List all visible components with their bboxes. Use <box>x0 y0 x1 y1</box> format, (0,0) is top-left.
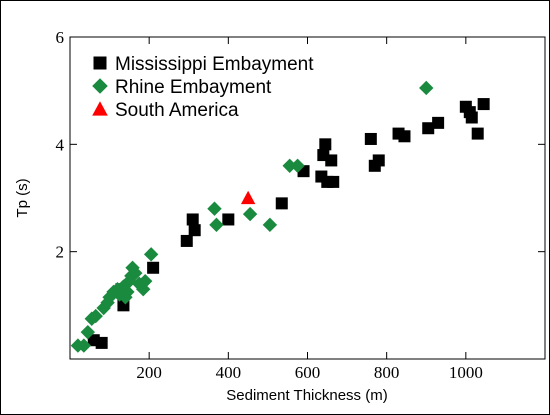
mississippi-embayment-point <box>432 116 445 129</box>
legend-label: South America <box>115 100 239 121</box>
rhine-embayment-point <box>120 284 135 300</box>
y-axis-title: Tp (s) <box>14 178 31 217</box>
x-tick-label: 800 <box>374 363 400 382</box>
mississippi-embayment-point <box>364 132 377 145</box>
rhine-embayment-point <box>207 201 222 216</box>
mississippi-embayment-point <box>186 213 199 226</box>
axis-tick-labels: 200 400 600 800 1000 2 4 6 <box>56 28 483 382</box>
mississippi-embayment-point <box>471 127 484 140</box>
south-america-point <box>240 190 256 205</box>
rhine-embayment-point <box>138 273 153 289</box>
mississippi-embayment-point <box>95 336 108 349</box>
rhine-embayment-point <box>76 338 92 353</box>
mississippi-embayment-point <box>465 111 478 124</box>
mississippi-embayment-point <box>222 213 235 226</box>
rhine-embayment-point <box>242 206 258 222</box>
x-tick-label: 600 <box>295 363 321 382</box>
mississippi-embayment-point <box>398 130 411 143</box>
mississippi-embayment-point <box>327 175 340 188</box>
legend-label: Mississippi Embayment <box>115 54 314 75</box>
mississippi-embayment-point <box>422 122 435 135</box>
legend-marker <box>93 56 107 70</box>
y-tick-label: 6 <box>56 28 65 47</box>
x-tick-label: 1000 <box>449 363 483 382</box>
rhine-embayment-point <box>290 158 305 173</box>
legend-marker <box>92 78 108 94</box>
data-points <box>70 80 490 353</box>
y-tick-label: 4 <box>56 135 65 154</box>
x-tick-label: 400 <box>216 363 242 382</box>
mississippi-embayment-point <box>275 197 288 210</box>
x-axis-title: Sediment Thickness (m) <box>226 387 387 404</box>
mississippi-embayment-point <box>180 234 193 247</box>
rhine-embayment-point <box>88 308 103 324</box>
mississippi-embayment-point <box>372 154 385 167</box>
rhine-embayment-point <box>80 324 96 340</box>
legend-marker <box>92 101 108 116</box>
rhine-embayment-point <box>282 158 297 173</box>
legend-label: Rhine Embayment <box>115 77 272 98</box>
mississippi-embayment-point <box>325 154 338 167</box>
axis-ticks <box>70 36 545 359</box>
x-tick-label: 200 <box>136 363 162 382</box>
mississippi-embayment-point <box>319 138 332 151</box>
rhine-embayment-point <box>128 265 143 281</box>
y-tick-label: 2 <box>56 243 65 262</box>
rhine-embayment-point <box>262 217 278 233</box>
mississippi-embayment-point <box>477 98 490 111</box>
mississippi-embayment-point <box>147 261 160 274</box>
rhine-embayment-point <box>419 80 434 96</box>
mississippi-embayment-point <box>188 224 201 237</box>
rhine-embayment-point <box>209 217 224 233</box>
rhine-embayment-point <box>143 247 159 262</box>
